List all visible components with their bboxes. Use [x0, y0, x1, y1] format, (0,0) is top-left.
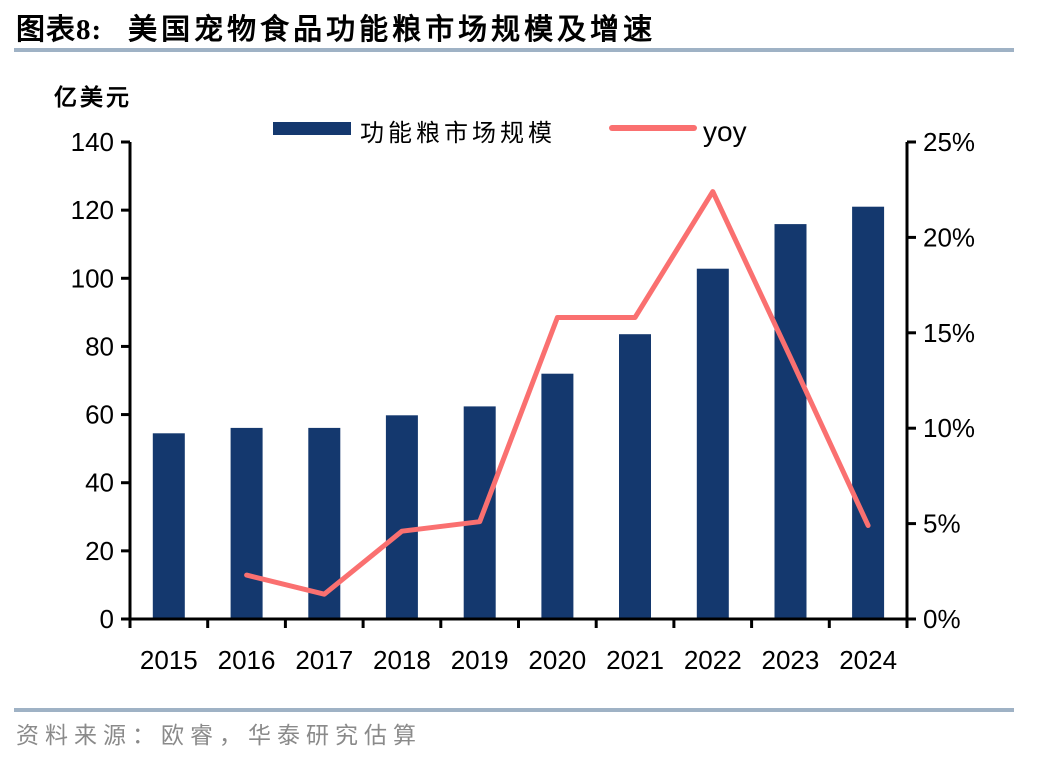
yoy-line [244, 189, 871, 597]
bar-2021 [619, 334, 651, 619]
bar-2023 [774, 224, 807, 619]
bars [152, 206, 885, 619]
axes [121, 140, 916, 628]
x-tick-label: 2022 [684, 645, 742, 675]
right-tick-label: 25% [923, 127, 975, 157]
x-tick-label: 2016 [218, 645, 276, 675]
bar-2024 [852, 206, 885, 619]
x-tick-label: 2017 [295, 645, 353, 675]
legend: 功能粮市场规模 yoy [273, 116, 747, 147]
x-tick-label: 2021 [606, 645, 664, 675]
x-tick-label: 2024 [839, 645, 897, 675]
left-axis-unit-label: 亿美元 [54, 84, 132, 110]
x-tick-label: 2019 [451, 645, 509, 675]
left-tick-label: 120 [71, 195, 114, 225]
figure-title: 美国宠物食品功能粮市场规模及增速 [128, 14, 657, 46]
left-tick-label: 0 [100, 604, 114, 634]
right-tick-label: 10% [923, 413, 975, 443]
axis-tick-labels: 0 20 40 60 80 100 120 140 0% 5% 10% 15% 20% 25% 2015 20… [71, 127, 975, 675]
left-tick-label: 140 [71, 127, 114, 157]
figure-header: 图表8: 美国宠物食品功能粮市场规模及增速 [16, 6, 656, 48]
legend-bar-label: 功能粮市场规模 [360, 120, 556, 147]
x-tick-label: 2023 [762, 645, 820, 675]
bar-2020 [541, 373, 574, 619]
bar-2022 [696, 268, 729, 619]
bar-2019 [463, 406, 496, 619]
footer-rule [14, 708, 1014, 712]
legend-line-label: yoy [703, 116, 747, 147]
plot-area: 0 20 40 60 80 100 120 140 0% 5% 10% 15% 20% 25% 2015 20… [71, 127, 975, 675]
left-tick-label: 80 [85, 331, 114, 361]
left-tick-label: 100 [71, 263, 114, 293]
legend-bar-swatch [273, 122, 351, 135]
x-tick-label: 2020 [528, 645, 586, 675]
left-tick-label: 60 [85, 400, 114, 430]
bar-2018 [385, 415, 418, 619]
left-tick-label: 20 [85, 536, 114, 566]
right-tick-label: 15% [923, 318, 975, 348]
chart-canvas: 亿美元 功能粮市场规模 yoy 0 20 40 60 80 100 120 140 0% 5% 10… [54, 84, 975, 675]
bar-2015 [152, 433, 185, 619]
right-tick-label: 0% [923, 604, 961, 634]
x-tick-label: 2015 [140, 645, 198, 675]
x-tick-label: 2018 [373, 645, 431, 675]
source-note: 资料来源：欧睿，华泰研究估算 [16, 723, 422, 748]
left-tick-label: 40 [85, 468, 114, 498]
right-tick-label: 5% [923, 509, 961, 539]
right-tick-label: 20% [923, 222, 975, 252]
bar-2016 [230, 427, 263, 619]
title-underline [14, 48, 1014, 52]
figure-number: 图表8: [16, 14, 103, 46]
